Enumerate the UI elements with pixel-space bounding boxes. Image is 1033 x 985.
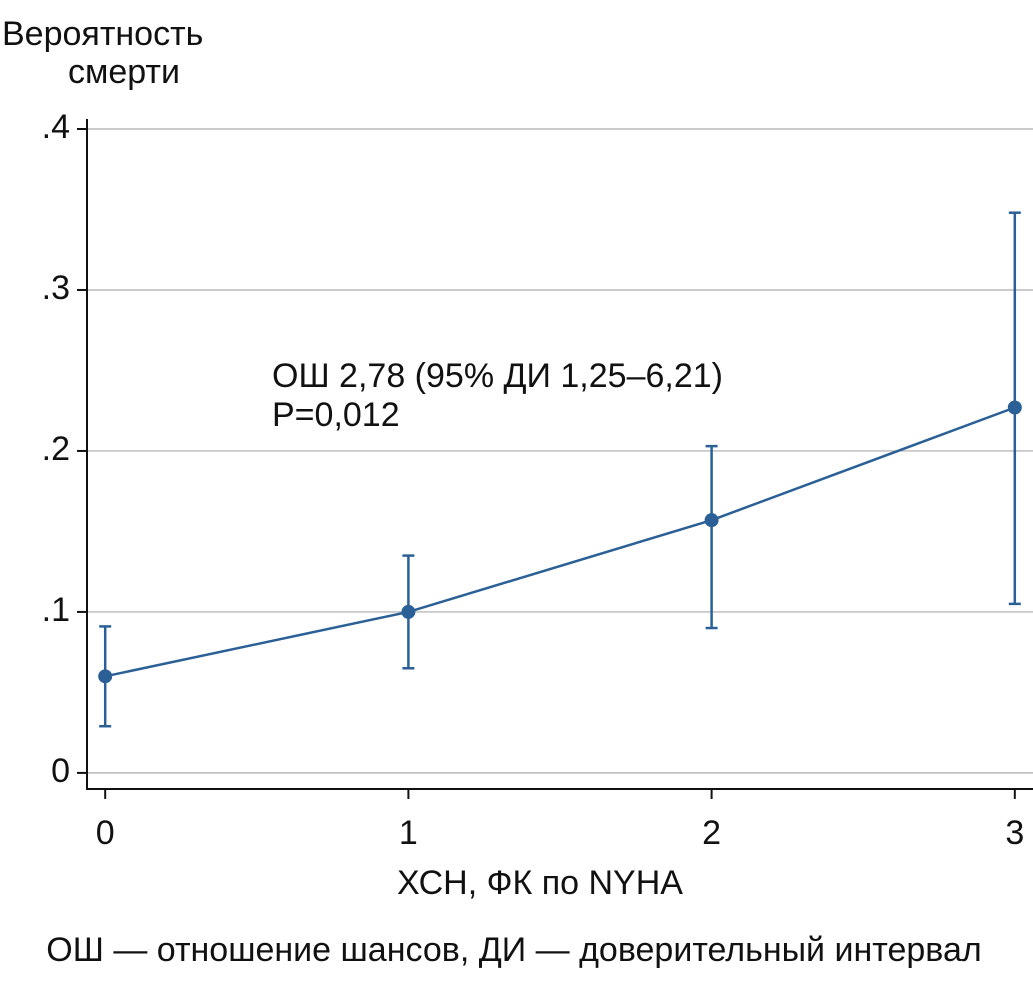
y-tick-label: .2 xyxy=(42,430,70,468)
y-tick-label: .3 xyxy=(42,269,70,307)
line xyxy=(104,406,1016,678)
x-tick-label: 0 xyxy=(96,814,115,852)
y-tick-label: .4 xyxy=(42,108,70,146)
x-tick-label: 3 xyxy=(1005,814,1024,852)
point xyxy=(704,513,719,528)
y-axis-label: смерти xyxy=(68,53,180,91)
footnote: ОШ — отношение шансов, ДИ — доверительны… xyxy=(46,931,981,969)
annotation: ОШ 2,78 (95% ДИ 1,25–6,21) xyxy=(272,357,723,395)
x-tick-label: 1 xyxy=(399,814,418,852)
x-axis-label: ХСН, ФК по NYHA xyxy=(397,864,683,902)
y-axis-label: Вероятность xyxy=(2,15,203,53)
point xyxy=(1007,400,1022,415)
point xyxy=(98,669,113,684)
y-tick-label: .1 xyxy=(42,591,70,629)
annotation: P=0,012 xyxy=(272,396,400,434)
y-tick-label: 0 xyxy=(51,752,70,790)
x-tick-label: 2 xyxy=(702,814,721,852)
point xyxy=(401,604,416,619)
